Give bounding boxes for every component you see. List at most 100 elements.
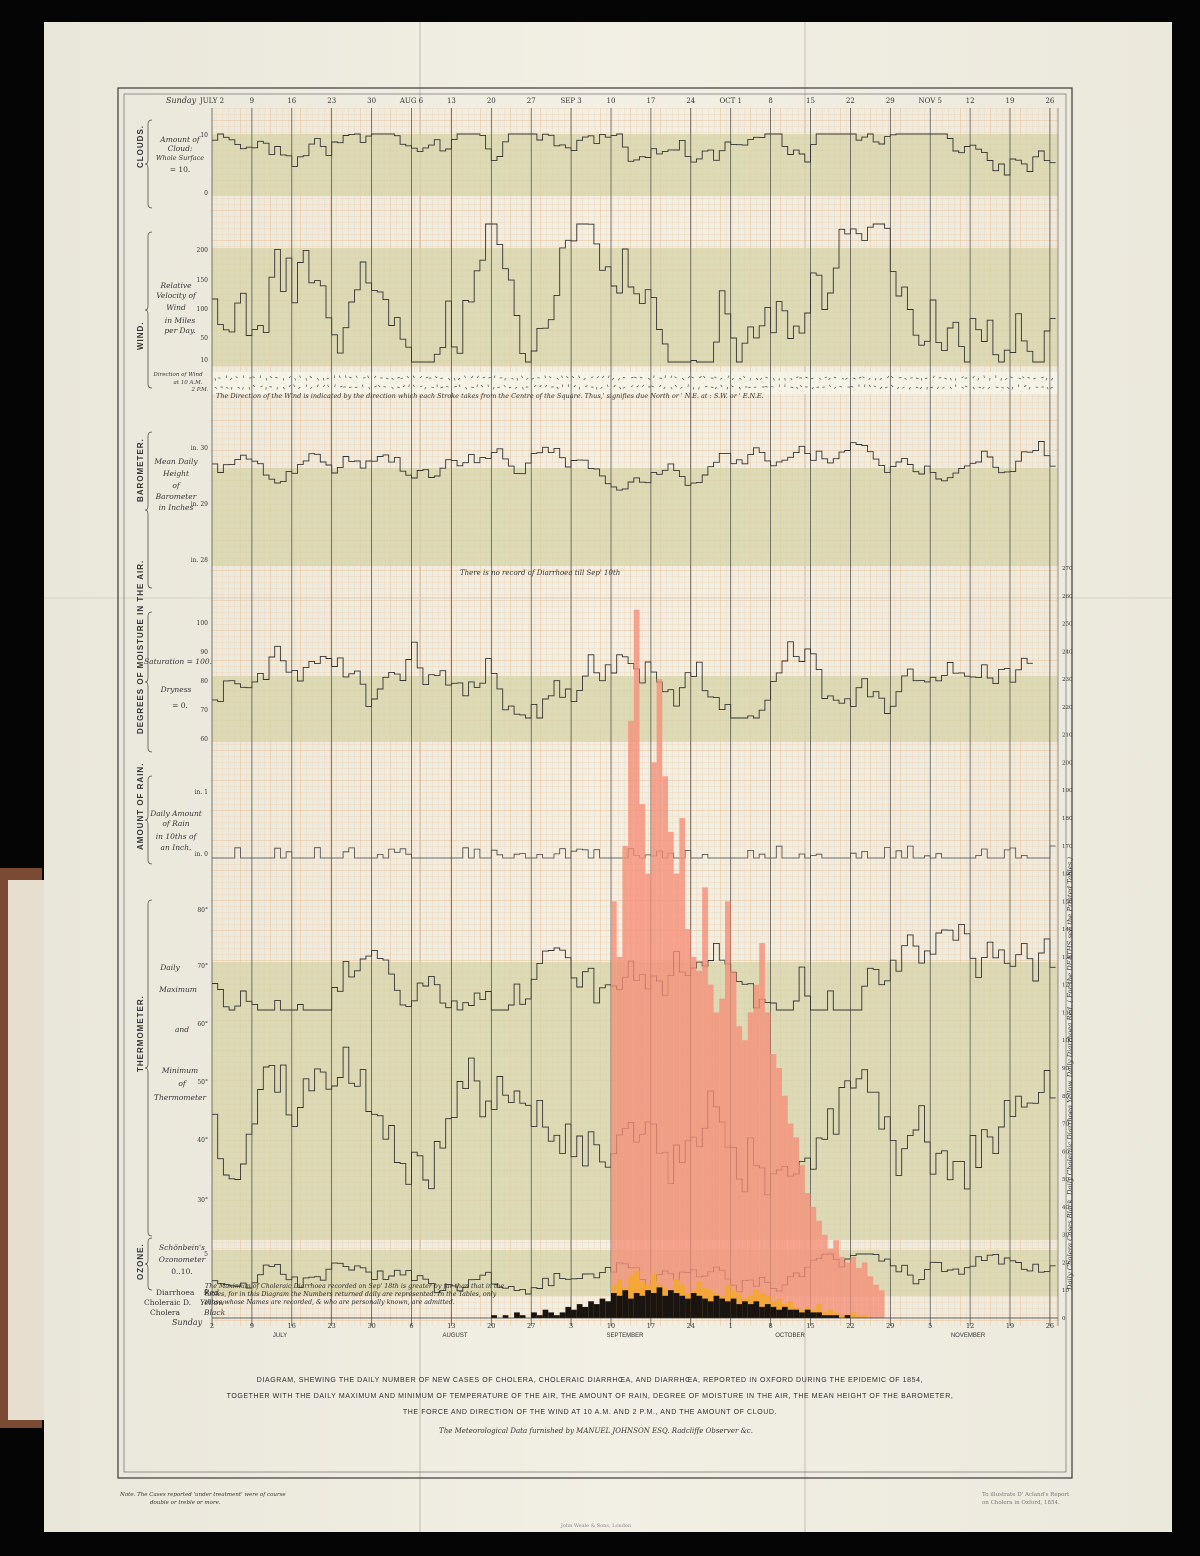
epidemic-bars: [212, 609, 1058, 1319]
wind-direction-stroke: [790, 386, 794, 388]
wind-direction-stroke: [749, 377, 751, 381]
bottom-date-label: 1: [729, 1322, 733, 1330]
wind-direction-stroke: [355, 375, 358, 379]
cholera-bar: [793, 1309, 800, 1318]
bottom-date-label: 6: [409, 1322, 413, 1330]
wind-direction-stroke: [391, 377, 394, 380]
wind-direction-stroke: [949, 377, 952, 381]
wind-direction-stroke: [397, 377, 400, 379]
cholera-bar: [662, 1295, 668, 1318]
wind-direction-stroke: [743, 375, 746, 379]
wind-direction-stroke: [759, 377, 763, 381]
bottom-date-label: 30: [367, 1322, 375, 1330]
clouds-desc-4: = 10.: [170, 165, 191, 174]
legend-label-choleraic: Choleraic D.: [144, 1298, 191, 1307]
wind-direction-stroke: [818, 377, 822, 380]
wind-direction-stroke: [915, 386, 919, 389]
cholera-bar: [759, 1306, 765, 1318]
top-date-label: 15: [806, 97, 815, 105]
bottom-date-label: 20: [487, 1322, 495, 1330]
cholera-bar: [616, 1295, 623, 1318]
wind-band: [212, 248, 1058, 366]
wind-direction-stroke: [440, 386, 443, 389]
thermometer-tick: 40°: [197, 1137, 208, 1144]
note-bottom-left-1: Note. The Cases reported 'under treatmen…: [119, 1492, 286, 1498]
diarrhoea-bar: [804, 1193, 811, 1318]
wind-direction-stroke: [982, 386, 985, 390]
thermometer-tick: 30°: [197, 1197, 208, 1204]
wind-direction-stroke: [548, 376, 552, 379]
bottom-date-label: 8: [769, 1322, 773, 1330]
wind-direction-stroke: [622, 386, 626, 389]
wind-direction-stroke: [699, 376, 702, 379]
cholera-bar: [622, 1290, 629, 1318]
barometer-desc-3: of: [172, 481, 181, 490]
right-scale-tick: 120: [1062, 983, 1073, 989]
inner-frame: [123, 93, 1067, 1473]
top-date-label: 29: [886, 97, 895, 105]
diarrhoea-bar: [776, 1068, 782, 1318]
legend-label-diarrhoea: Diarrhoea: [156, 1288, 195, 1297]
wind-direction-stroke: [511, 377, 514, 380]
wind-title: WIND.: [136, 321, 145, 350]
thermometer-tick: 60°: [197, 1021, 208, 1028]
wind-direction-stroke: [898, 377, 902, 379]
cholera-bar: [725, 1301, 731, 1318]
wind-direction-stroke: [230, 386, 233, 390]
right-scale-tick: 30: [1062, 1233, 1069, 1239]
wind-direction-stroke: [1018, 377, 1022, 380]
wind-direction-stroke: [936, 386, 940, 390]
wind-direction-stroke: [293, 384, 295, 388]
right-scale-tick: 270: [1062, 566, 1073, 572]
wind-direction-stroke: [322, 377, 325, 381]
month-label: NOVEMBER: [951, 1333, 986, 1339]
thermometer-desc-3: and: [175, 1025, 189, 1034]
wind-direction-stroke: [619, 386, 622, 390]
wind-direction-stroke: [322, 384, 326, 388]
diarrhoea-bar: [742, 1040, 748, 1318]
wind-direction-stroke: [419, 385, 423, 388]
top-date-label: 16: [287, 97, 296, 105]
wind-direction-stroke: [349, 386, 352, 388]
top-date-label: 30: [367, 97, 376, 105]
wind-direction-stroke: [647, 377, 651, 380]
bottom-date-label: 23: [328, 1322, 336, 1330]
wind-direction-stroke: [703, 375, 706, 379]
wind-tick: 200: [197, 247, 209, 254]
wind-desc-1: Relative: [159, 281, 192, 290]
moisture-tick: 100: [197, 620, 209, 627]
clouds-tick: 0: [204, 190, 208, 197]
right-case-scale: 2702602502402302202102001901801701601501…: [1057, 108, 1073, 1326]
diarrhoea-bar: [839, 1256, 845, 1318]
choleraic-bar: [856, 1315, 862, 1318]
wind-direction-stroke: [873, 385, 877, 388]
wind-direction-stroke: [606, 384, 609, 388]
right-scale-tick: 210: [1062, 733, 1073, 739]
wind-direction-stroke: [276, 386, 278, 390]
top-date-label: 26: [1045, 97, 1054, 105]
wind-direction-stroke: [799, 384, 803, 388]
wind-direction-stroke: [862, 376, 865, 379]
wind-direction-stroke: [516, 377, 519, 381]
wind-direction-stroke: [378, 384, 381, 388]
month-label: JULY: [273, 1333, 287, 1339]
wind-trace: [212, 223, 1056, 363]
moisture-tick: 90: [200, 649, 208, 656]
cholera-bar: [679, 1295, 686, 1318]
bottom-dates: 2 9 16 23 30 6 13 20 27 3 10 17 24 1 8 15 22 29 5 12 19 26: [210, 1322, 1054, 1330]
diarrhoea-bar: [673, 873, 680, 1318]
wind-direction-stroke: [811, 386, 814, 390]
wind-direction-stroke: [833, 376, 837, 379]
barometer-desc-5: in Inches: [159, 503, 194, 512]
wind-direction-stroke: [1033, 377, 1036, 380]
clouds-band: [212, 134, 1058, 196]
wind-direction-stroke: [571, 376, 575, 379]
wind-direction-stroke: [602, 375, 605, 379]
clouds-tick: 10: [200, 132, 208, 139]
bottom-date-label: 16: [288, 1322, 296, 1330]
barometer-trace: [212, 441, 1056, 491]
wind-direction-stroke: [385, 377, 389, 380]
right-scale-tick: 180: [1062, 816, 1073, 822]
wind-direction-stroke: [596, 376, 600, 379]
